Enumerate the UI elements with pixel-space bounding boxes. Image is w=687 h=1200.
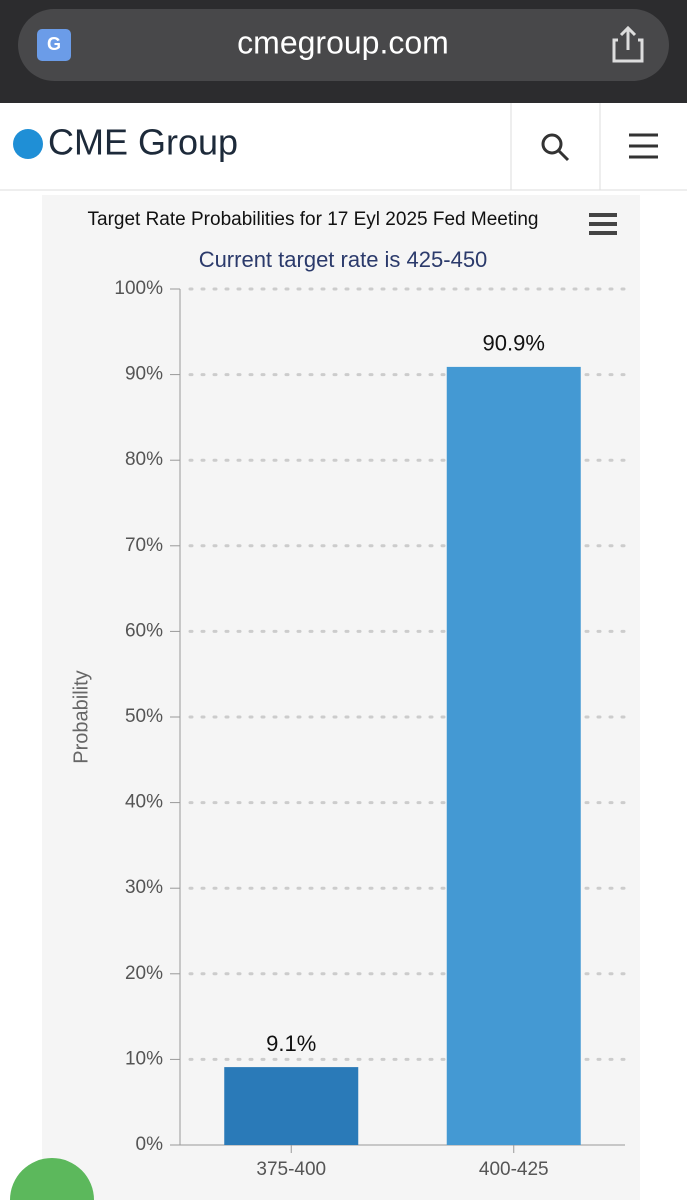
y-tick-label: 40% bbox=[125, 792, 163, 813]
translate-icon[interactable] bbox=[37, 29, 71, 61]
search-icon[interactable] bbox=[541, 133, 570, 162]
chart-menu[interactable] bbox=[589, 213, 617, 235]
share-icon[interactable] bbox=[612, 25, 644, 63]
bar bbox=[224, 1067, 359, 1145]
data-label: 90.9% bbox=[483, 331, 545, 356]
site-header bbox=[0, 103, 687, 191]
y-tick-label: 0% bbox=[136, 1134, 164, 1155]
data-label: 9.1% bbox=[266, 1031, 316, 1056]
menu-icon[interactable] bbox=[629, 133, 658, 159]
y-tick-label: 30% bbox=[125, 877, 163, 898]
y-tick-label: 20% bbox=[125, 963, 163, 984]
y-tick-label: 80% bbox=[125, 449, 163, 470]
url-field[interactable] bbox=[18, 9, 669, 81]
y-tick-label: 10% bbox=[125, 1048, 163, 1069]
logo-globe bbox=[13, 129, 43, 159]
y-tick-label: 70% bbox=[125, 535, 163, 556]
chart-title: Target Rate Probabilities for 17 Eyl 202… bbox=[88, 209, 539, 230]
y-tick-label: 100% bbox=[114, 278, 163, 299]
url[interactable]: cmegroup.com bbox=[237, 24, 449, 60]
y-tick-label: 90% bbox=[125, 364, 163, 385]
y-tick-label: 60% bbox=[125, 620, 163, 641]
translate-glyph: G bbox=[47, 34, 61, 54]
x-tick-label: 400-425 bbox=[479, 1159, 549, 1180]
x-tick-label: 375-400 bbox=[256, 1159, 326, 1180]
chart-subtitle: Current target rate is 425-450 bbox=[199, 247, 488, 272]
logo[interactable]: CME Group bbox=[48, 122, 238, 163]
y-axis-label: Probability bbox=[70, 670, 92, 763]
bar bbox=[446, 366, 581, 1145]
cookie-button[interactable] bbox=[10, 1158, 94, 1200]
y-tick-label: 50% bbox=[125, 706, 163, 727]
